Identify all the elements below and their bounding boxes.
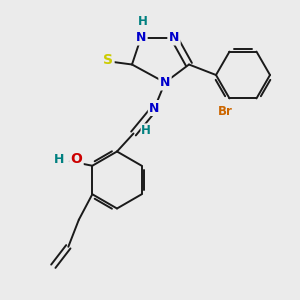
Text: N: N: [149, 101, 160, 115]
Text: O: O: [70, 152, 83, 166]
Text: S: S: [103, 53, 113, 67]
Text: N: N: [160, 76, 170, 89]
Text: N: N: [136, 31, 146, 44]
Text: H: H: [138, 15, 147, 28]
Text: H: H: [54, 153, 64, 166]
Text: N: N: [169, 31, 179, 44]
Text: Br: Br: [218, 105, 232, 119]
Text: H: H: [141, 124, 151, 137]
